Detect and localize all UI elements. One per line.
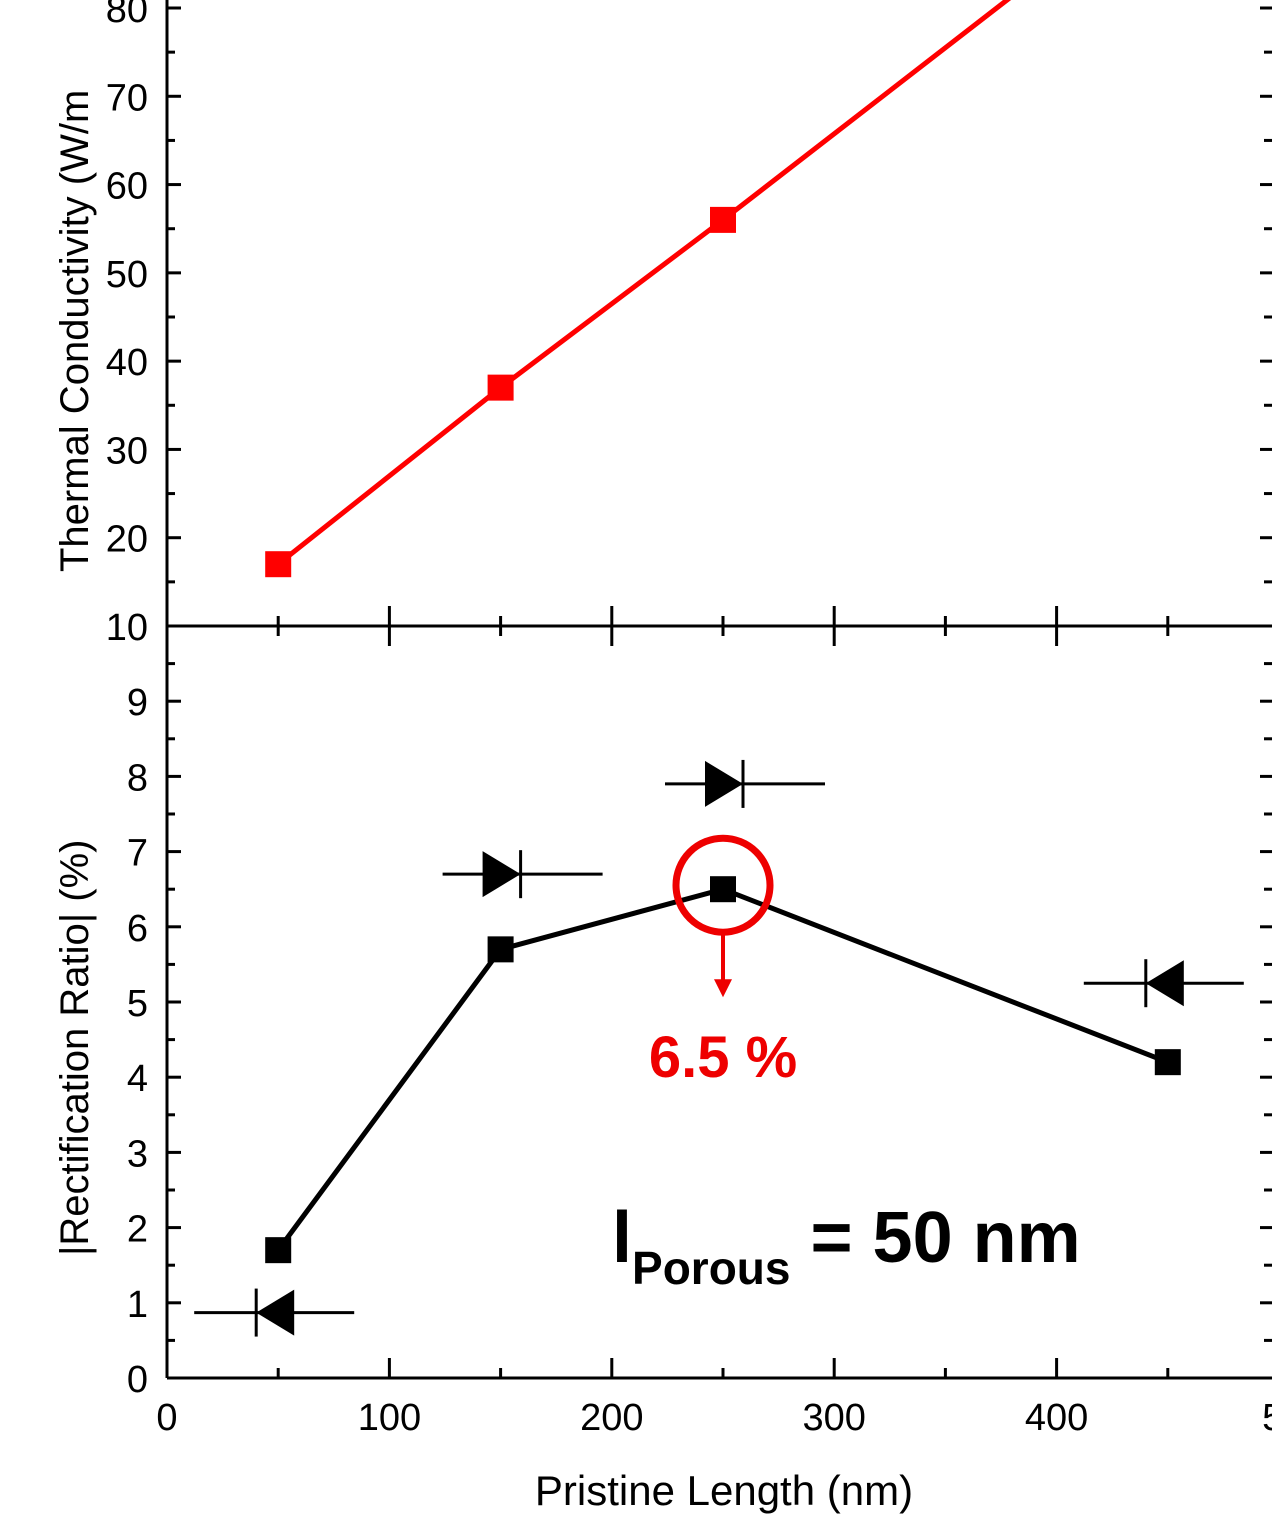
x-tick-label: 400 [1025,1397,1088,1439]
top-y-tick-label: 40 [106,342,148,384]
x-tick-label: 300 [802,1397,865,1439]
bottom-ticks: 0 1 2 3 4 5 6 7 8 9 0 100 200 300 400 5( [127,626,1272,1439]
x-tick-label: 5( [1262,1397,1272,1439]
rectification-ratio-point [265,1237,292,1264]
top-y-axis-label: Thermal Conductivity (W/m [53,90,97,572]
thermal-conductivity-point [487,374,514,401]
direction-marker-arrow-right [482,851,521,898]
thermal-conductivity-line [276,0,1012,567]
rectification-ratio-series [265,876,1181,1264]
annotation-main: l [612,1198,632,1278]
porous-length-annotation: lPorous = 50 nm [612,1198,1081,1294]
bottom-y-axis-label: |Rectification Ratio| (%) [53,840,97,1256]
top-y-tick-label: 10 [106,607,148,649]
thermal-conductivity-point [710,206,736,233]
top-y-tick-label: 80 [106,0,148,31]
bottom-y-tick-label: 6 [127,908,148,950]
annotation-subscript: Porous [632,1242,790,1294]
x-axis-label: Pristine Length (nm) [535,1467,913,1514]
rectification-ratio-point [1154,1049,1181,1076]
highlight-annotation: 6.5 % [649,834,797,1090]
top-y-ticks: 10 20 30 40 50 60 70 80 [106,0,1272,649]
thermal-conductivity-series [265,0,1012,578]
top-y-tick-label: 60 [106,166,148,208]
annotation-rest: = 50 nm [790,1198,1080,1278]
highlight-arrow-head [714,979,732,998]
bottom-y-tick-label: 0 [127,1359,148,1401]
bottom-y-tick-label: 1 [127,1284,148,1326]
direction-marker-arrow-right [705,760,743,807]
axes-frame [165,0,1272,1380]
rectification-ratio-point [487,936,514,963]
x-tick-label: 100 [358,1397,421,1439]
direction-markers [194,759,1244,1337]
bottom-y-tick-label: 7 [127,833,148,875]
rectification-ratio-panel: 0 1 2 3 4 5 6 7 8 9 0 100 200 300 400 5( 6.5 % |Rectifi… [53,626,1272,1514]
direction-marker-arrow-left [256,1289,295,1336]
thermal-conductivity-point [265,551,292,578]
x-tick-label: 200 [580,1397,643,1439]
bottom-y-tick-label: 5 [127,983,148,1025]
bottom-y-tick-label: 2 [127,1209,148,1251]
top-y-tick-label: 50 [106,254,148,296]
rectification-ratio-point [710,876,736,903]
top-y-tick-label: 30 [106,430,148,472]
direction-marker-arrow-left [1145,960,1184,1007]
bottom-y-tick-label: 4 [127,1058,148,1100]
bottom-y-tick-label: 9 [127,682,148,724]
bottom-y-tick-label: 8 [127,757,148,799]
top-y-tick-label: 70 [106,77,148,119]
thermal-conductivity-panel: 10 20 30 40 50 60 70 80 Thermal Conductivity (W… [53,0,1272,649]
bottom-y-tick-label: 3 [127,1133,148,1175]
x-tick-label: 0 [156,1397,177,1439]
highlight-label: 6.5 % [649,1025,797,1090]
top-y-tick-label: 20 [106,519,148,561]
rectification-ratio-line [276,886,1169,1252]
